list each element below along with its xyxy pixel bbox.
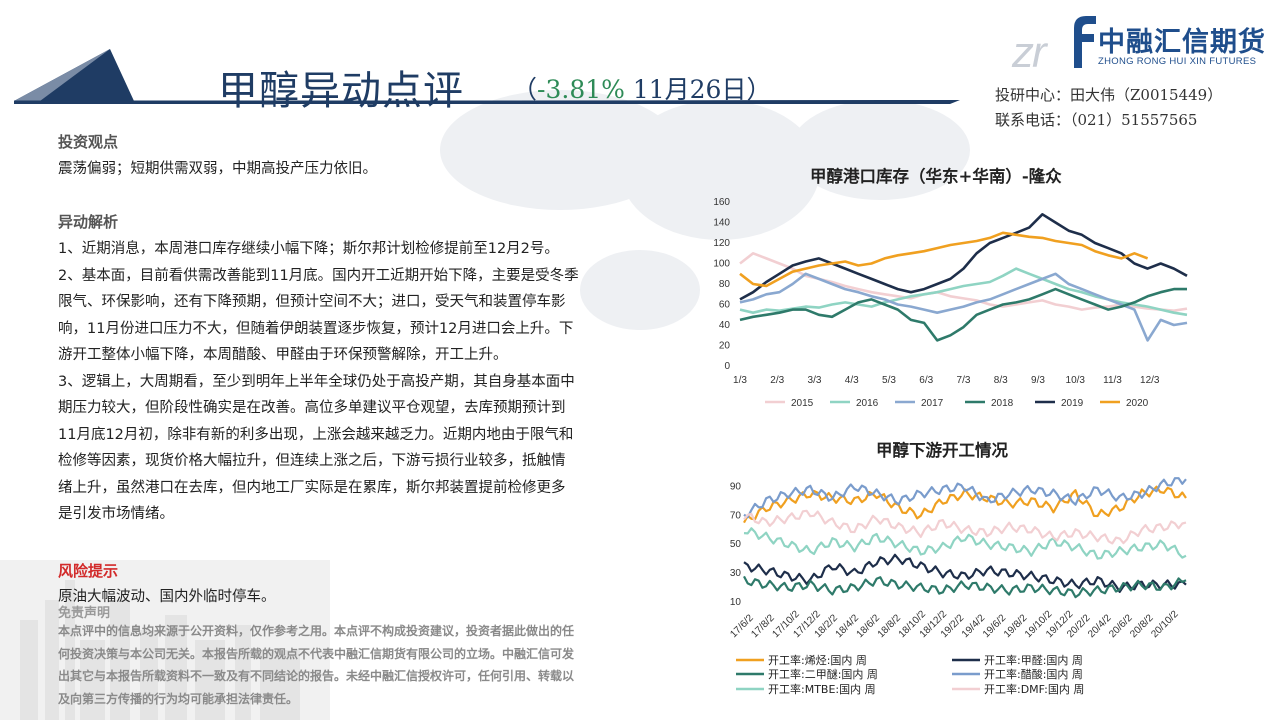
series-line-2018	[739, 287, 1187, 342]
analysis-line: 期压力较大，但阶段性确实是在改善。高位多单建议平仓观望，去库预期预计到	[58, 400, 566, 416]
y-tick-label: 50	[730, 539, 742, 550]
risk-text: 原油大幅波动、国内外临时停车。	[58, 589, 276, 605]
legend-label: 开工率:甲醛:国内 周	[984, 653, 1083, 667]
analysis-line: 1、近期消息，本周港口库存继续小幅下降；斯尔邦计划检修提前至12月2号。	[58, 241, 559, 257]
company-logo-name: 中融汇信期货	[1098, 27, 1266, 58]
view-heading: 投资观点	[58, 133, 119, 151]
analysis-line: 2、基本面，目前看供需改善能到11月底。国内开工近期开始下降，主要是受冬季	[58, 267, 579, 284]
analyst-contact: 投研中心：田大伟（Z0015449）	[995, 86, 1223, 104]
series-line-2019	[739, 212, 1188, 301]
series-line	[743, 509, 1187, 545]
y-tick-label: 30	[730, 568, 742, 579]
legend-label: 2018	[991, 398, 1014, 409]
legend-label: 开工率:二甲醚:国内 周	[768, 667, 878, 681]
inventory-chart: 0 20 40 60 80 100 120 140 160 1/3 2/3 3/3 4/3 5/3 6/3 7…	[713, 197, 1188, 409]
x-tick-label: 8/3	[994, 375, 1008, 386]
x-tick-label: 20/10/2	[1149, 608, 1181, 640]
risk-heading: 风险提示	[58, 562, 119, 580]
legend-label: 开工率:MTBE:国内 周	[768, 682, 876, 696]
x-tick-label: 12/3	[1140, 375, 1160, 386]
subtitle-date: 11月26日）	[624, 75, 772, 104]
x-tick-label: 7/3	[957, 375, 971, 386]
header-triangle-light	[14, 49, 110, 101]
y-tick-label: 20	[719, 341, 731, 352]
inventory-chart-title: 甲醇港口库存（华东+华南）-隆众	[810, 167, 1062, 186]
analysis-body: 1、近期消息，本周港口库存继续小幅下降；斯尔邦计划检修提前至12月2号。 2、基…	[58, 236, 579, 528]
x-tick-label: 10/3	[1066, 375, 1086, 386]
analysis-line: 是引发市场情绪。	[58, 506, 174, 522]
y-tick-label: 80	[719, 279, 731, 290]
y-tick-label: 60	[719, 300, 731, 311]
subtitle-percent: -3.81%	[537, 75, 625, 104]
analysis-line: 绪上升，虽然港口在去库，但内地工厂实际是在累库，斯尔邦装置提前检修更多	[58, 479, 566, 496]
x-tick-label: 2/3	[770, 375, 784, 386]
x-tick-label: 11/3	[1103, 375, 1122, 386]
y-tick-label: 10	[730, 597, 742, 608]
series-line	[743, 477, 1187, 519]
series-line	[743, 575, 1187, 599]
disclaimer-line: 何投资决策与本公司无关。本报告所载的观点不代表中融汇信期货有限公司的立场。中融汇…	[58, 646, 575, 661]
disclaimer-line: 本点评中的信息均来源于公开资料，仅作参考之用。本点评不构成投资建议，投资者据此做…	[58, 624, 575, 638]
legend-label: 2016	[856, 398, 879, 409]
series-line	[743, 553, 1187, 594]
x-tick-label: 4/3	[845, 375, 859, 386]
analysis-line: 响，11月份进口压力不大，但随着伊朗装置逐步恢复，预计12月进口会上升。下	[58, 320, 574, 337]
legend-label: 2017	[921, 398, 944, 409]
series-line	[743, 527, 1187, 560]
y-tick-label: 140	[713, 218, 730, 229]
phone-contact: 联系电话：（021）51557565	[995, 111, 1198, 129]
y-tick-label: 0	[724, 361, 730, 372]
analysis-line: 11月底12月初，除非有新的利多出现，上涨会越来越乏力。近期内地由于限气和	[58, 426, 574, 443]
x-tick-label: 3/3	[808, 375, 822, 386]
logo-watermark: zr	[1012, 28, 1047, 77]
y-tick-label: 40	[719, 320, 731, 331]
analysis-line: 限气、环保影响，还有下降预期，但预计空间不大；进口，受天气和装置停车影	[58, 294, 566, 310]
x-tick-label: 5/3	[882, 375, 896, 386]
downstream-chart-title: 甲醇下游开工情况	[876, 441, 1008, 460]
analysis-line: 3、逻辑上，大周期看，至少到明年上半年全球仍处于高投产期，其自身基本面中	[58, 373, 575, 390]
analysis-line: 检修等因素，现货价格大幅拉升，但连续上涨之后，下游亏损行业较多，抵触情	[58, 453, 566, 469]
y-tick-label: 160	[713, 197, 730, 208]
y-tick-label: 120	[713, 238, 730, 249]
x-tick-label: 6/3	[919, 375, 933, 386]
series-line-2017	[739, 272, 1188, 342]
analysis-heading: 异动解析	[58, 213, 119, 231]
view-text: 震荡偏弱；短期供需双弱，中期高投产压力依旧。	[58, 161, 377, 177]
disclaimer-line: 出其它与本报告所载资料不一致及有不同结论的报告。未经中融汇信授权许可，任何引用、…	[58, 669, 575, 683]
legend-label: 2020	[1126, 398, 1149, 409]
company-logo-english: ZHONG RONG HUI XIN FUTURES	[1098, 56, 1257, 67]
y-tick-label: 90	[730, 481, 742, 492]
legend-label: 开工率:烯烃:国内 周	[768, 653, 867, 667]
series-line-2020	[739, 231, 1149, 288]
logo-f-icon	[1074, 16, 1096, 68]
y-tick-label: 100	[713, 259, 730, 270]
subtitle-open: （	[512, 75, 538, 104]
page-subtitle: （-3.81% 11月26日）	[512, 70, 771, 106]
analysis-line: 游开工整体小幅下降，本周醋酸、甲醛由于环保预警解除，开工上升。	[58, 347, 508, 363]
x-tick-label: 1/3	[733, 375, 747, 386]
legend-label: 2015	[791, 398, 814, 409]
disclaimer-heading: 免责声明	[58, 606, 111, 621]
x-tick-label: 9/3	[1031, 375, 1045, 386]
y-tick-label: 70	[730, 510, 742, 521]
legend-label: 2019	[1061, 398, 1084, 409]
legend-label: 开工率:DMF:国内 周	[984, 682, 1084, 696]
downstream-chart: 103050709017/6/217/8/217/10/217/12/218/2…	[728, 477, 1187, 696]
legend-label: 开工率:醋酸:国内 周	[984, 667, 1083, 681]
disclaimer-line: 及向第三方传播的行为均可能承担法律责任。	[58, 691, 299, 706]
disclaimer-body: 本点评中的信息均来源于公开资料，仅作参考之用。本点评不构成投资建议，投资者据此做…	[58, 620, 574, 710]
page-title: 甲醇异动点评	[218, 68, 464, 114]
